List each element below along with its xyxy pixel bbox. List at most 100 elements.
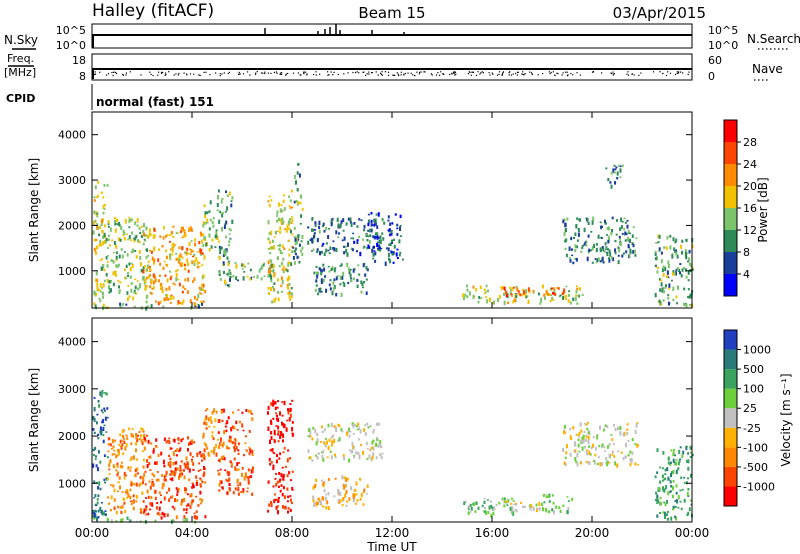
data-cell <box>530 506 533 508</box>
data-cell <box>270 260 273 264</box>
data-cell <box>656 500 659 504</box>
data-cell <box>282 269 285 274</box>
data-cell <box>107 225 110 228</box>
data-cell <box>574 244 577 249</box>
data-cell <box>291 486 294 490</box>
data-cell <box>132 494 135 498</box>
data-cell <box>634 253 637 257</box>
data-cell <box>214 246 217 248</box>
data-cell <box>135 458 138 461</box>
data-cell <box>291 218 294 223</box>
data-cell <box>182 299 185 303</box>
data-cell <box>130 288 133 293</box>
data-cell <box>608 443 611 447</box>
data-cell <box>141 428 144 432</box>
nave-dot <box>149 71 151 73</box>
data-cell <box>273 429 276 434</box>
data-cell <box>375 221 378 224</box>
data-cell <box>280 432 283 437</box>
data-cell <box>272 485 275 488</box>
data-cell <box>157 478 160 482</box>
data-cell <box>364 424 367 427</box>
data-cell <box>288 220 290 225</box>
data-cell <box>115 510 118 515</box>
data-cell <box>325 506 328 510</box>
data-cell <box>495 503 498 507</box>
data-cell <box>241 268 244 270</box>
data-cell <box>358 456 361 460</box>
data-cell <box>286 278 289 282</box>
data-cell <box>290 262 293 267</box>
data-cell <box>94 509 97 513</box>
data-cell <box>217 459 220 462</box>
data-cell <box>667 491 670 496</box>
data-cell <box>366 447 369 450</box>
data-cell <box>182 285 185 289</box>
data-cell <box>591 246 594 251</box>
data-cell <box>289 298 292 301</box>
data-cell <box>98 233 101 237</box>
data-cell <box>127 238 130 241</box>
nave-dot <box>613 73 615 75</box>
data-cell <box>553 287 556 291</box>
data-cell <box>187 436 189 440</box>
nave-dot <box>481 71 483 73</box>
data-cell <box>679 446 682 449</box>
data-cell <box>103 454 106 457</box>
data-cell <box>95 278 98 283</box>
data-cell <box>270 501 272 504</box>
data-cell <box>199 485 202 488</box>
data-cell <box>676 499 679 504</box>
data-cell <box>145 434 148 437</box>
data-cell <box>685 481 688 485</box>
data-cell <box>140 434 143 438</box>
data-cell <box>132 434 134 438</box>
data-cell <box>617 246 620 249</box>
data-cell <box>365 442 368 446</box>
data-cell <box>201 283 204 288</box>
data-cell <box>261 264 264 270</box>
data-cell <box>188 442 190 446</box>
data-cell <box>121 304 124 307</box>
station-title: Halley (fitACF) <box>92 1 214 21</box>
data-cell <box>558 506 561 510</box>
data-cell <box>225 248 228 252</box>
data-cell <box>270 230 273 236</box>
data-cell <box>660 251 663 255</box>
data-cell <box>480 297 483 299</box>
data-cell <box>379 453 382 456</box>
data-cell <box>378 246 381 250</box>
data-cell <box>467 511 470 516</box>
data-cell <box>154 496 157 500</box>
data-cell <box>293 200 296 204</box>
y-tick-label: 4000 <box>58 129 86 142</box>
nave-dot <box>328 74 330 76</box>
data-cell <box>98 450 100 454</box>
data-cell <box>566 496 569 498</box>
data-cell <box>160 287 163 289</box>
data-cell <box>359 478 362 481</box>
data-cell <box>100 409 103 412</box>
data-cell <box>103 424 106 427</box>
data-cell <box>573 237 575 239</box>
data-cell <box>110 519 113 524</box>
data-cell <box>283 495 286 499</box>
data-cell <box>503 500 506 504</box>
data-cell <box>159 288 162 290</box>
data-cell <box>117 237 120 242</box>
data-cell <box>687 270 690 273</box>
data-cell <box>103 279 106 282</box>
data-cell <box>183 233 186 236</box>
data-cell <box>329 287 332 291</box>
data-cell <box>341 239 344 242</box>
data-cell <box>118 289 121 292</box>
data-cell <box>667 510 670 513</box>
data-cell <box>199 451 202 453</box>
data-cell <box>341 275 344 280</box>
data-cell <box>371 455 374 460</box>
data-cell <box>517 293 520 295</box>
data-cell <box>606 252 609 256</box>
data-cell <box>311 228 313 232</box>
data-cell <box>241 411 244 414</box>
data-cell <box>157 301 160 306</box>
